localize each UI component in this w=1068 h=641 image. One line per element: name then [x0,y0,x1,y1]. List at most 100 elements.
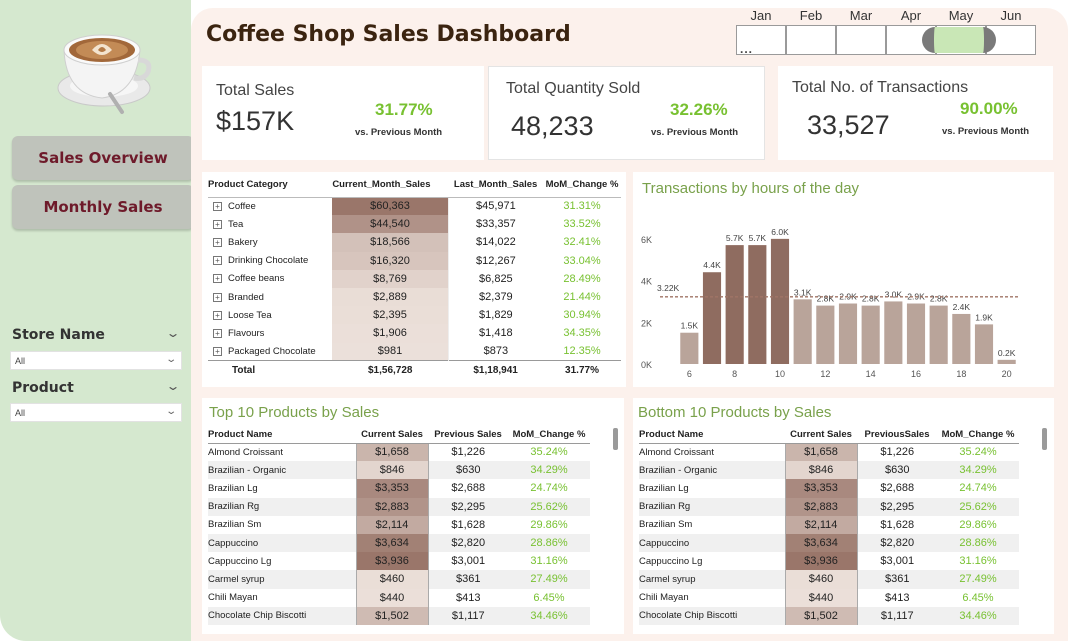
x-tick-label: 16 [911,369,921,379]
table-row[interactable]: Brazilian Lg $3,353 $2,688 24.74% [639,479,1019,498]
x-tick-label: 8 [732,369,737,379]
category-row[interactable]: + Flavours $1,906 $1,418 34.35% [208,324,621,343]
store-name-dropdown[interactable]: All ⌄ [10,351,182,370]
month-cell-mar[interactable] [836,25,886,55]
expand-plus-icon[interactable]: + [213,292,222,302]
column-header[interactable]: Previous Sales [428,427,508,444]
column-header[interactable]: PreviousSales [857,427,937,444]
scrollbar[interactable] [613,428,618,450]
category-name-cell: + Coffee beans [208,270,332,288]
last-sales-cell: $45,971 [475,200,516,213]
table-row[interactable]: Almond Croissant $1,658 $1,226 35.24% [639,443,1019,462]
y-tick-label: 6K [641,235,652,245]
category-row[interactable]: + Packaged Chocolate $981 $873 12.35% [208,342,621,361]
expand-plus-icon[interactable]: + [213,219,222,229]
month-label-may[interactable]: May [948,8,974,23]
category-name: Flavours [228,327,265,339]
category-row[interactable]: + Tea $44,540 $33,357 33.52% [208,215,621,234]
column-header[interactable]: Last_Month_Sales [448,177,544,198]
mom-change-cell: 35.24% [530,446,568,459]
product-name-cell: Cappuccino Lg [639,555,703,567]
product-name-cell: Chocolate Chip Biscotti [639,606,785,625]
month-cell-feb[interactable] [786,25,836,55]
table-row[interactable]: Cappuccino $3,634 $2,820 28.86% [208,533,590,553]
table-row[interactable]: Cappuccino Lg $3,936 $3,001 31.16% [208,552,590,571]
mom-change-cell: 29.86% [530,518,568,531]
category-row[interactable]: + Drinking Chocolate $16,320 $12,267 33.04% [208,251,621,270]
table-row[interactable]: Brazilian Sm $2,114 $1,628 29.86% [639,515,1019,534]
product-dropdown[interactable]: All ⌄ [10,403,182,422]
table-row[interactable]: Carmel syrup $460 $361 27.49% [208,570,590,589]
column-header[interactable]: Product Name [639,427,785,444]
table-row[interactable]: Brazilian Sm $2,114 $1,628 29.86% [208,515,590,534]
table-row[interactable]: Brazilian - Organic $846 $630 34.29% [639,461,1019,480]
column-header[interactable]: Current Sales [356,427,428,444]
month-label-mar[interactable]: Mar [849,8,873,23]
bar-data-label: 3.0K [885,289,903,299]
more-options-icon[interactable]: ... [740,42,754,56]
table-row[interactable]: Almond Croissant $1,658 $1,226 35.24% [208,443,590,462]
expand-plus-icon[interactable]: + [213,237,222,247]
chevron-down-icon[interactable]: ⌄ [165,326,181,340]
mom-change-cell: 34.29% [508,461,590,480]
column-header[interactable]: MoM_Change % [543,177,621,198]
category-row[interactable]: + Coffee beans $8,769 $6,825 28.49% [208,269,621,288]
current-sales-cell: $3,353 [784,479,858,498]
last-sales-cell: $873 [483,345,509,358]
table-row[interactable]: Brazilian Rg $2,883 $2,295 25.62% [639,497,1019,516]
nav-sales-overview-button[interactable]: Sales Overview [12,136,194,180]
month-label-apr[interactable]: Apr [900,8,922,23]
category-row[interactable]: + Loose Tea $2,395 $1,829 30.94% [208,306,621,325]
chevron-down-icon[interactable]: ⌄ [165,379,181,393]
month-label-jan[interactable]: Jan [750,8,772,23]
mom-change-cell: 35.24% [959,446,997,459]
bar-data-label: 2.4K [953,302,971,312]
previous-sales-cell: $3,001 [451,555,486,568]
column-header[interactable]: MoM_Change % [937,427,1019,444]
x-tick-label: 14 [866,369,876,379]
column-header[interactable]: Product Category [208,177,333,198]
expand-plus-icon[interactable]: + [213,328,222,338]
expand-plus-icon[interactable]: + [213,256,222,266]
column-header[interactable]: Product Name [208,427,356,444]
table-row[interactable]: Chocolate Chip Biscotti $1,502 $1,117 34.46… [639,606,1019,625]
mom-change-cell: 24.74% [530,482,568,495]
column-header[interactable]: MoM_Change % [508,427,590,444]
bar-hour-13 [838,303,858,364]
column-header[interactable]: Current Sales [785,427,857,444]
bar-hour-16 [906,303,926,364]
month-label-jun[interactable]: Jun [1000,8,1022,23]
category-row[interactable]: + Bakery $18,566 $14,022 32.41% [208,233,621,252]
category-name-cell: + Flavours [208,324,332,342]
table-row[interactable]: Cappuccino Lg $3,936 $3,001 31.16% [639,552,1019,571]
expand-plus-icon[interactable]: + [213,346,222,356]
category-row[interactable]: + Branded $2,889 $2,379 21.44% [208,287,621,307]
table-row[interactable]: Chocolate Chip Biscotti $1,502 $1,117 34.46… [208,606,590,625]
product-name-cell: Brazilian Sm [208,519,262,531]
nav-monthly-sales-button[interactable]: Monthly Sales [12,185,194,229]
month-label-feb[interactable]: Feb [799,8,823,23]
mom-change-cell: 27.49% [508,570,590,589]
category-row[interactable]: + Coffee $60,363 $45,971 31.31% [208,197,621,216]
total-mom: 31.77% [543,360,621,379]
month-slicer[interactable]: Jan Feb Mar Apr May Jun ... [736,8,1036,56]
transactions-by-hour-chart: 0K 2K 4K 6K 1.5K 4.4K 5.7K 5.7K 6.0K 3.1K 2.8K 2.9K… [641,227,1020,379]
month-cell-jan[interactable] [736,25,786,55]
expand-plus-icon[interactable]: + [213,201,222,211]
current-sales-cell: $1,658 [355,443,429,462]
table-row[interactable]: Carmel syrup $460 $361 27.49% [639,570,1019,589]
table-row[interactable]: Brazilian Rg $2,883 $2,295 25.62% [208,497,590,516]
previous-sales-cell: $1,628 [451,518,486,531]
expand-plus-icon[interactable]: + [213,310,222,320]
month-selection-handle[interactable] [922,27,996,53]
column-header[interactable]: Current_Month_Sales [332,177,449,198]
table-row[interactable]: Chili Mayan $440 $413 6.45% [208,588,590,607]
table-row[interactable]: Cappuccino $3,634 $2,820 28.86% [639,533,1019,553]
bar-hour-17 [929,305,948,364]
table-row[interactable]: Brazilian Lg $3,353 $2,688 24.74% [208,479,590,498]
table-row[interactable]: Brazilian - Organic $846 $630 34.29% [208,461,590,480]
expand-plus-icon[interactable]: + [213,274,222,284]
mom-change-cell: 6.45% [533,591,565,604]
table-row[interactable]: Chili Mayan $440 $413 6.45% [639,588,1019,607]
scrollbar[interactable] [1042,428,1047,450]
